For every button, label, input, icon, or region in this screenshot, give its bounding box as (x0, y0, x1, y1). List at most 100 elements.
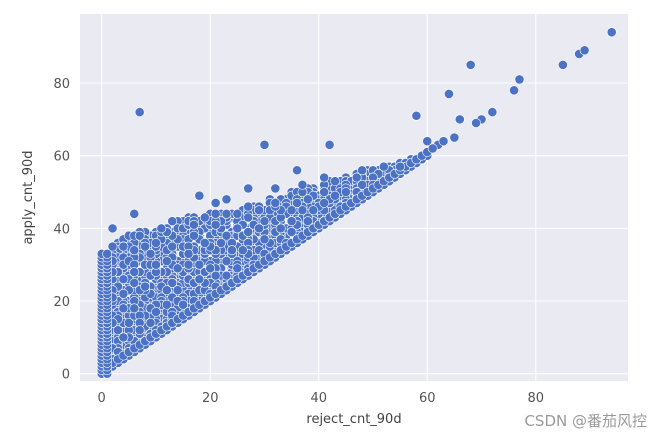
data-point (351, 172, 362, 183)
data-point (194, 259, 205, 270)
data-point (221, 194, 232, 205)
data-point (140, 241, 151, 252)
x-tick-labels: 0 20 40 60 80 (98, 391, 544, 406)
data-point (210, 219, 221, 230)
data-point (210, 208, 221, 219)
y-tick-label: 0 (62, 368, 70, 383)
x-axis-label: reject_cnt_90d (306, 412, 401, 427)
data-point (129, 303, 140, 314)
data-point (232, 223, 243, 234)
data-point (259, 216, 270, 227)
data-point (123, 317, 134, 328)
data-point (302, 194, 313, 205)
data-point (308, 205, 319, 216)
data-point (254, 205, 264, 216)
data-point (183, 248, 194, 259)
data-point (189, 230, 199, 241)
data-point (254, 223, 264, 234)
data-point (427, 143, 438, 154)
data-point (145, 317, 156, 328)
data-point (221, 208, 232, 219)
data-point (514, 74, 525, 85)
data-point (129, 277, 140, 288)
data-point (172, 263, 183, 274)
data-point (487, 107, 498, 118)
x-tick-label: 80 (527, 391, 544, 406)
data-point (210, 270, 221, 281)
data-point (134, 107, 145, 118)
data-point (113, 325, 123, 336)
data-point (194, 190, 205, 201)
data-point (444, 89, 454, 99)
data-point (357, 179, 368, 190)
data-point (129, 267, 140, 277)
data-point (237, 245, 248, 256)
data-point (395, 161, 406, 172)
x-tick-label: 40 (310, 391, 327, 406)
data-point (156, 223, 167, 234)
data-point (151, 307, 161, 317)
data-point (232, 208, 243, 219)
data-point (259, 234, 270, 245)
data-point (161, 256, 172, 266)
data-point (509, 85, 519, 96)
data-point (449, 132, 460, 143)
y-tick-label: 80 (53, 77, 70, 92)
y-axis-label: apply_cnt_90d (21, 150, 36, 244)
data-point (243, 227, 254, 237)
y-tick-label: 60 (53, 150, 70, 165)
data-point (606, 27, 617, 38)
data-point (151, 238, 161, 248)
data-point (199, 212, 210, 223)
data-point (221, 270, 232, 281)
data-point (297, 205, 308, 216)
data-point (134, 325, 145, 336)
data-point (243, 183, 254, 194)
data-point (302, 216, 313, 227)
data-point (270, 183, 281, 194)
data-point (167, 241, 178, 252)
data-point (270, 198, 281, 208)
data-point (243, 212, 254, 223)
data-point (330, 176, 340, 187)
data-point (411, 110, 422, 121)
data-point (107, 241, 118, 252)
data-point (292, 165, 302, 176)
data-point (140, 281, 151, 292)
x-tick-label: 20 (202, 391, 219, 406)
data-point (210, 198, 221, 208)
data-point (454, 114, 465, 125)
data-point (172, 285, 183, 296)
data-point (275, 223, 286, 234)
data-point (118, 241, 129, 252)
data-point (286, 205, 297, 216)
data-point (471, 118, 481, 128)
watermark-text: CSDN @番茄风控 (524, 412, 647, 430)
data-point (221, 256, 232, 266)
data-point (227, 245, 237, 256)
data-point (579, 45, 590, 56)
data-point (167, 277, 178, 288)
data-point (378, 161, 389, 172)
data-point (422, 136, 433, 147)
data-point (357, 165, 368, 176)
data-point (161, 285, 172, 296)
data-point (161, 299, 172, 310)
x-tick-label: 60 (419, 391, 436, 406)
data-points (96, 27, 617, 379)
y-tick-labels: 0 20 40 60 80 (53, 77, 70, 383)
data-point (438, 136, 449, 147)
data-point (194, 274, 205, 285)
data-point (259, 139, 270, 150)
x-tick-label: 0 (98, 391, 106, 406)
data-point (129, 208, 140, 219)
data-point (319, 172, 330, 183)
data-point (243, 201, 254, 212)
data-point (340, 187, 351, 197)
data-point (145, 248, 156, 259)
data-point (118, 332, 129, 343)
data-point (134, 230, 145, 241)
data-point (297, 179, 308, 190)
data-point (292, 198, 302, 208)
